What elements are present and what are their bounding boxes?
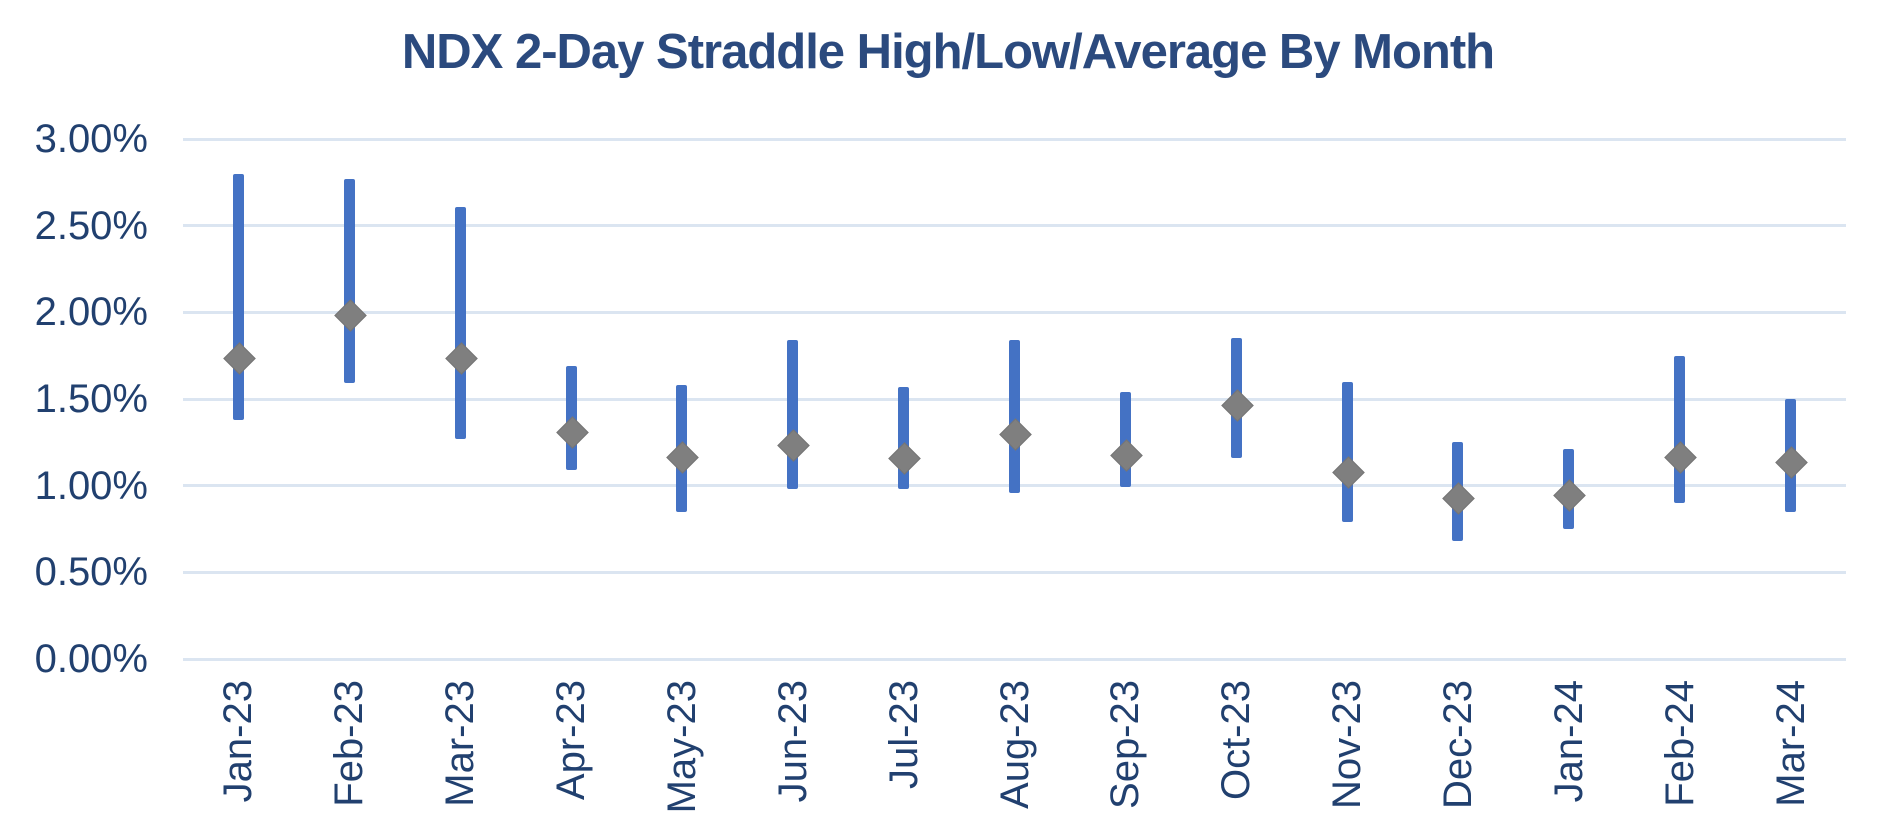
average-diamond-marker <box>666 440 700 474</box>
y-axis-tick-label: 2.00% <box>34 290 148 335</box>
average-diamond-marker <box>888 442 921 476</box>
x-axis-month-label: Apr-23 <box>549 680 594 801</box>
x-axis-month-label: May-23 <box>659 680 704 814</box>
average-diamond-marker <box>1442 482 1476 516</box>
x-axis-month-label: Sep-23 <box>1103 680 1148 809</box>
average-diamond-marker <box>1110 439 1143 472</box>
high-low-range-bar <box>232 173 244 420</box>
x-axis-month-label: Feb-24 <box>1657 680 1702 807</box>
gridline <box>183 224 1846 228</box>
average-diamond-marker <box>444 342 478 375</box>
average-diamond-marker <box>334 298 367 332</box>
high-low-range-bar <box>1009 340 1020 493</box>
x-axis-month-label: Mar-23 <box>438 680 483 807</box>
x-axis-month-label: Jul-23 <box>881 680 926 789</box>
high-low-range-bar <box>343 178 355 384</box>
gridline <box>183 657 1846 661</box>
high-low-range-bar <box>898 386 910 490</box>
average-diamond-marker <box>777 428 811 462</box>
average-diamond-marker <box>1220 388 1254 422</box>
y-axis-tick-label: 0.00% <box>34 637 148 681</box>
high-low-range-bar <box>787 340 799 490</box>
average-diamond-marker <box>999 418 1032 451</box>
x-axis-month-label: Jan-24 <box>1546 680 1591 803</box>
x-axis-month-label: Jun-23 <box>770 680 815 803</box>
gridline <box>183 310 1846 314</box>
gridline <box>183 137 1846 141</box>
y-axis-tick-label: 1.00% <box>34 463 148 508</box>
y-axis-tick-label: 1.50% <box>34 377 148 421</box>
average-diamond-marker <box>1775 446 1808 479</box>
average-diamond-marker <box>555 416 589 450</box>
y-axis-tick-label: 3.00% <box>34 117 148 161</box>
x-axis-month-label: Dec-23 <box>1435 680 1480 809</box>
x-axis-month-label: Nov-23 <box>1325 680 1370 809</box>
average-diamond-marker <box>223 342 256 375</box>
high-low-range-bar <box>1341 381 1353 523</box>
y-axis-tick-label: 2.50% <box>34 203 148 248</box>
x-axis-month-label: Aug-23 <box>992 680 1037 809</box>
gridline <box>183 570 1846 574</box>
high-low-range-bar <box>1674 355 1686 503</box>
chart-title: NDX 2-Day Straddle High/Low/Average By M… <box>401 25 1495 79</box>
x-axis-month-label: Jan-23 <box>216 680 261 803</box>
x-axis-month-label: Oct-23 <box>1214 680 1259 801</box>
average-diamond-marker <box>1664 440 1697 474</box>
high-low-range-bar <box>454 206 466 439</box>
y-axis-tick-label: 0.50% <box>34 550 148 595</box>
x-axis-month-label: Feb-23 <box>327 680 372 807</box>
x-axis-month-label: Mar-24 <box>1768 680 1813 807</box>
